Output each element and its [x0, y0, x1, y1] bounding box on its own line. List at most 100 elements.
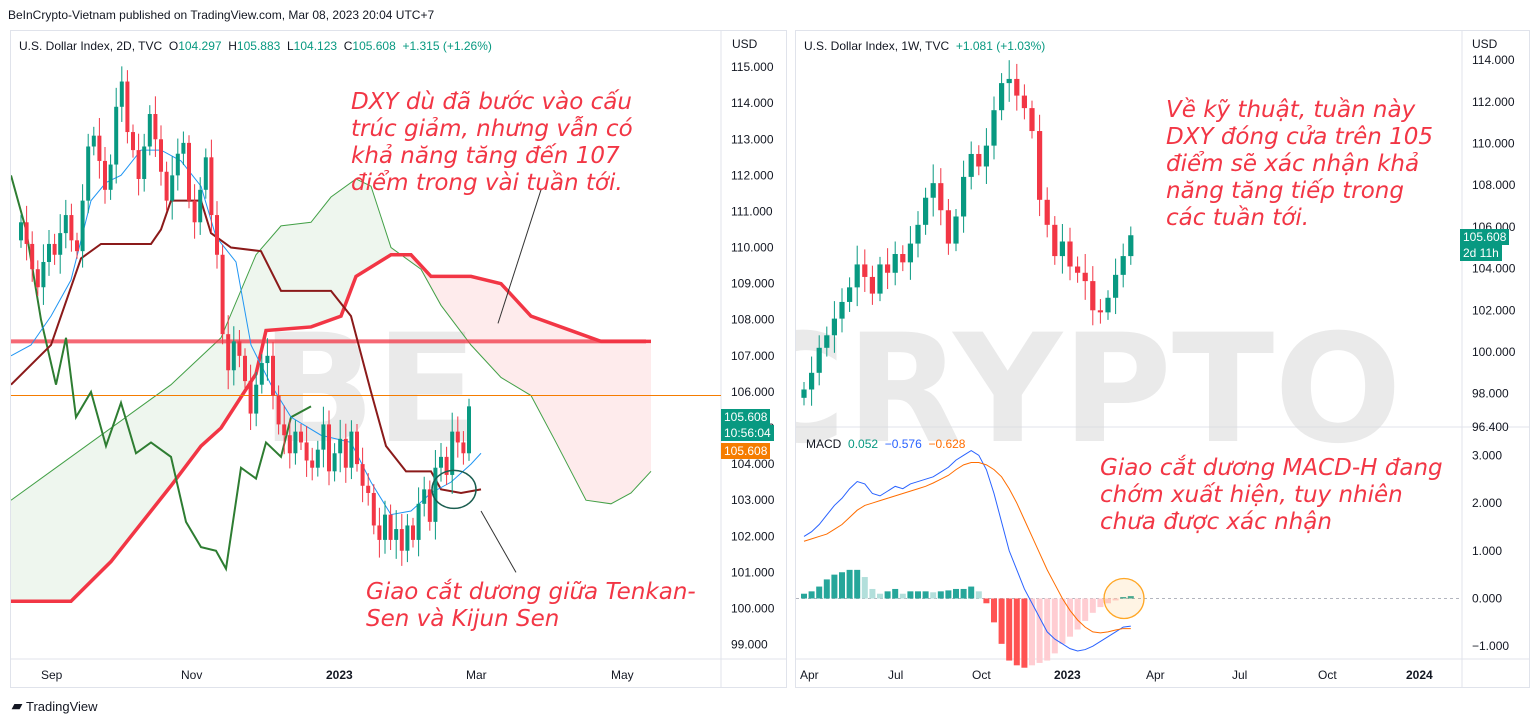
candle-body [371, 492, 376, 526]
candle-body [976, 153, 982, 167]
right-chart-panel[interactable]: CRYPTO 114.000 112.000 110.000 108.000 106.00… [795, 30, 1530, 688]
candle-body [461, 442, 466, 454]
candle-body [86, 146, 91, 201]
candle-body [63, 215, 68, 234]
macd-hist-bar [1097, 598, 1104, 608]
macd-hist-bar [854, 569, 861, 599]
candle-body [119, 81, 124, 107]
right-x-tick: Apr [1146, 668, 1165, 682]
signal-line [803, 461, 1131, 634]
macd-hist-bar [930, 592, 937, 599]
candle-body [248, 381, 253, 414]
candle-body [416, 503, 421, 540]
candle-body [816, 347, 822, 373]
left-y-tick: 108.000 [731, 313, 775, 327]
macd-hist-bar [1021, 598, 1028, 668]
candle-body [192, 200, 197, 223]
candle-body [854, 264, 860, 288]
candle-body [91, 135, 96, 147]
candle-body [1029, 108, 1035, 132]
candle-body [259, 363, 264, 385]
senkou-span-a [11, 178, 652, 505]
right-y-tick: 108.000 [1472, 178, 1516, 192]
candle-body [198, 189, 203, 223]
macd-hist-bar [877, 593, 883, 599]
right-countdown: 2d 11h [1460, 245, 1502, 261]
candle-body [422, 489, 427, 504]
candle-body [892, 254, 898, 273]
macd-y-tick: −1.000 [1472, 639, 1509, 653]
candle-body [968, 153, 974, 177]
macd-hist-bar [907, 591, 914, 599]
kijun-sen [11, 199, 482, 494]
candle-body [824, 335, 830, 348]
macd-hist-bar [991, 598, 997, 623]
macd-hist-bar [808, 591, 815, 599]
candle-body [147, 114, 152, 147]
right-price-tag: 105.608 [1460, 229, 1510, 245]
left-y-tick: 99.000 [731, 638, 768, 652]
candle-body [226, 334, 231, 371]
candle-body [265, 355, 270, 364]
right-x-tick: Jul [1232, 668, 1247, 682]
candle-body [254, 384, 259, 414]
cross-highlight-circle [431, 469, 477, 510]
macd-hist-bar [998, 598, 1005, 644]
right-x-tick: 2023 [1054, 668, 1081, 682]
macd-hist-bar [1036, 598, 1043, 663]
candle-body [1128, 235, 1134, 257]
candle-body [839, 301, 845, 319]
right-symbol-header: U.S. Dollar Index, 1W, TVC +1.081 (+1.03… [804, 39, 1045, 53]
macd-hist-bar [937, 591, 944, 599]
macd-hist-bar [1112, 598, 1119, 601]
candle-body [999, 83, 1005, 111]
left-price-tag: 105.608 [721, 409, 771, 425]
candle-body [52, 243, 57, 255]
candle-body [1014, 78, 1020, 96]
macd-y-tick: 3.000 [1472, 448, 1502, 462]
left-annotation-top: DXY dù đã bước vào cấu trúc giảm, nhưng … [351, 89, 633, 196]
candle-body [203, 157, 208, 190]
candle-body [444, 456, 449, 475]
candle-body [433, 467, 438, 522]
left-y-tick: 103.000 [731, 493, 775, 507]
left-x-tick: Sep [41, 668, 63, 682]
right-y-tick: 98.000 [1472, 387, 1509, 401]
candle-body [170, 175, 175, 201]
candle-body [114, 106, 119, 165]
chikou-span [11, 175, 312, 572]
candle-body [900, 254, 906, 263]
macd-line [803, 449, 1131, 652]
candle-body [30, 243, 35, 270]
macd-y-tick: 2.000 [1472, 496, 1502, 510]
macd-hist-bar [1044, 598, 1051, 661]
macd-hist-bar [1105, 598, 1111, 604]
macd-hist-bar [968, 586, 975, 599]
candle-body [159, 139, 163, 172]
macd-hist-bar [1089, 598, 1096, 613]
macd-line-value: −0.576 [884, 437, 922, 451]
candle-body [915, 224, 921, 244]
right-chart-svg[interactable]: CRYPTO114.000112.000110.000108.000106.00… [796, 31, 1529, 687]
candle-body [467, 406, 471, 454]
macd-hist-bar [1120, 597, 1127, 599]
left-annotation-bottom: Giao cắt dương giữa Tenkan-Sen và Kijun … [366, 579, 696, 632]
left-x-tick: May [611, 668, 634, 682]
candle-body [327, 424, 331, 472]
signal-line-value: −0.628 [928, 437, 966, 451]
left-y-tick: 115.000 [731, 60, 774, 74]
candle-body [455, 431, 460, 443]
left-y-tick: 112.000 [731, 168, 774, 182]
macd-hist-bar [831, 574, 838, 599]
left-x-tick: Nov [181, 668, 202, 682]
candle-body [1059, 241, 1065, 257]
left-chart-panel[interactable]: BE 115.000 114.000 113.000 112.000 111.000 110… [10, 30, 787, 688]
candle-body [243, 355, 247, 382]
candle-body [332, 453, 337, 472]
candle-body [153, 114, 158, 140]
arrow-to-cross [480, 510, 517, 573]
candle-body [383, 514, 387, 540]
macd-hist-bar [975, 591, 982, 599]
candle-body [271, 355, 275, 396]
candle-body [24, 222, 29, 244]
